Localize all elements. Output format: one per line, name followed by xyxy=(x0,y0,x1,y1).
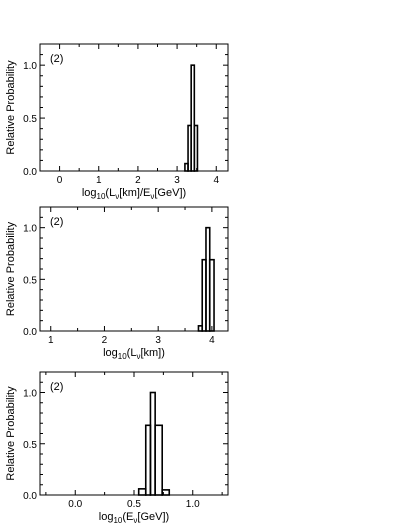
plot-frame xyxy=(39,371,229,496)
histogram-bar xyxy=(154,424,163,496)
histogram-bar xyxy=(161,489,171,496)
x-tick-label: 0.5 xyxy=(127,499,141,510)
x-tick-label: 1 xyxy=(48,335,54,346)
histogram-bar xyxy=(190,64,196,172)
y-tick-label: 0.0 xyxy=(23,491,37,502)
x-tick-label: 3 xyxy=(155,335,161,346)
x-tick-label: 4 xyxy=(209,335,215,346)
y-tick-label: 1.0 xyxy=(23,224,37,235)
chart-panel-1: 0 1 2 3 4 0.0 0.5 1.0 (2) log10(Lν[km]/Eν[GeV]) Re… xyxy=(5,43,229,201)
panel-label: (2) xyxy=(50,216,63,228)
y-tick-label: 1.0 xyxy=(23,389,37,400)
chart-panel-2: 1 2 3 4 0.0 0.5 1.0 (2) log10(Lν[km]) Relative Pr… xyxy=(5,206,229,361)
histogram-bar xyxy=(208,258,215,332)
y-tick-label: 0.0 xyxy=(23,327,37,338)
x-tick-label: 0.0 xyxy=(68,499,82,510)
panel-label: (2) xyxy=(50,53,63,65)
x-tick-label: 1.0 xyxy=(186,499,200,510)
x-axis-label: log10(Eν[GeV]) xyxy=(99,511,169,525)
x-tick-label: 0 xyxy=(57,175,63,186)
x-axis-label: log10(Lν[km]/Eν[GeV]) xyxy=(82,187,186,201)
plot-frame xyxy=(39,43,229,172)
y-tick-label: 0.5 xyxy=(23,440,37,451)
y-axis-label: Relative Probability xyxy=(5,221,17,316)
x-tick-label: 2 xyxy=(102,335,108,346)
y-axis-label: Relative Probability xyxy=(5,60,17,155)
x-axis-label: log10(Lν[km]) xyxy=(103,347,165,361)
plot-frame xyxy=(39,206,229,332)
histogram-bar xyxy=(137,488,147,496)
y-tick-label: 0.5 xyxy=(23,275,37,286)
chart-panel-3: 0.0 0.5 1.0 0.0 0.5 1.0 (2) log10(Eν[GeV]) Relat… xyxy=(5,371,229,525)
panel-label: (2) xyxy=(50,381,63,393)
x-tick-label: 3 xyxy=(174,175,180,186)
histogram-bar xyxy=(193,124,199,172)
y-tick-label: 0.5 xyxy=(23,114,37,125)
x-tick-label: 4 xyxy=(213,175,219,186)
x-tick-label: 2 xyxy=(135,175,141,186)
y-axis-label: Relative Probability xyxy=(5,386,17,481)
y-tick-label: 0.0 xyxy=(23,167,37,178)
x-tick-label: 1 xyxy=(96,175,102,186)
y-tick-label: 1.0 xyxy=(23,61,37,72)
